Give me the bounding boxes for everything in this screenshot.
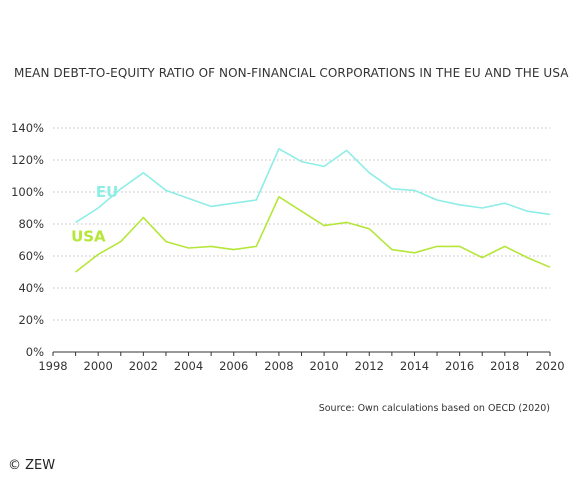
y-tick-label: 60% [18,249,44,263]
chart-title: MEAN DEBT-TO-EQUITY RATIO OF NON-FINANCI… [14,66,569,80]
x-tick-label: 2010 [309,359,338,373]
grid-lines [53,127,550,321]
y-tick-label: 140% [11,121,44,135]
x-tick-label: 2014 [400,359,429,373]
x-tick-label: 2020 [535,359,564,373]
x-tick-label: 2006 [219,359,248,373]
x-tick-label: 1998 [38,359,67,373]
source-note: Source: Own calculations based on OECD (… [318,403,550,414]
series-labels: EU USA [71,183,118,246]
y-tick-label: 100% [11,185,44,199]
y-tick-label: 120% [11,153,44,167]
x-tick-label: 2004 [174,359,203,373]
series-lines [75,148,551,273]
copyright: © ZEW [8,458,56,473]
x-tick-label: 2012 [355,359,384,373]
y-tick-label: 20% [18,313,44,327]
x-tick-label: 2002 [129,359,158,373]
x-tick-label: 2008 [264,359,293,373]
x-tick-label: 2016 [445,359,474,373]
series-label-eu: EU [96,183,118,201]
series-line-usa [75,196,551,273]
y-axis-ticks: 0% 20% 40% 60% 80% 100% 120% 140% [11,121,44,359]
y-tick-label: 40% [18,281,44,295]
y-tick-label: 0% [26,345,44,359]
x-tick-label: 2018 [490,359,519,373]
x-axis: 1998 2000 2002 2004 2006 2008 2010 2012 2014 2016… [38,351,565,373]
series-line-eu [75,148,551,224]
y-tick-label: 80% [18,217,44,231]
x-tick-label: 2000 [84,359,113,373]
series-label-usa: USA [71,228,106,246]
